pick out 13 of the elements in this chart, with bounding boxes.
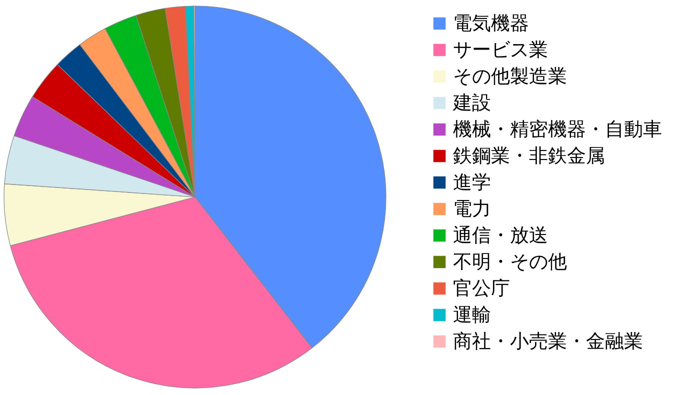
legend-label: 進学 — [453, 172, 491, 194]
legend-label: 不明・その他 — [453, 251, 567, 273]
legend-label: サービス業 — [453, 39, 548, 61]
legend-label: 建設 — [452, 92, 491, 114]
legend-label: 通信・放送 — [453, 224, 548, 246]
legend-label: 鉄鋼業・非鉄金属 — [453, 145, 605, 167]
legend-label: 官公庁 — [453, 278, 510, 300]
legend-label: その他製造業 — [453, 66, 567, 88]
legend-label: 運輸 — [453, 304, 491, 326]
legend-label: 電気機器 — [453, 12, 529, 34]
legend-label: 電力 — [453, 198, 491, 220]
legend-label: 商社・小売業・金融業 — [453, 330, 643, 352]
legend-label: 機械・精密機器・自動車 — [453, 118, 662, 140]
